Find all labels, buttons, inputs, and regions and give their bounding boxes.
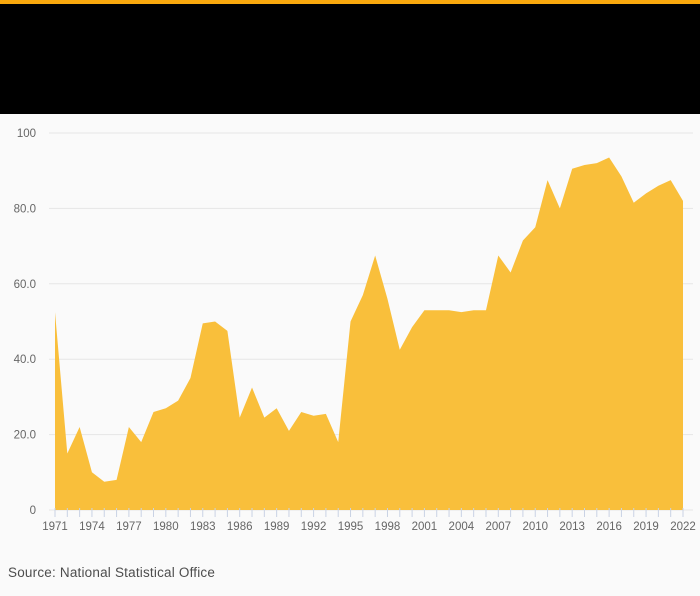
x-axis-tick-label: 1989 (264, 521, 290, 533)
x-axis-tick-label: 2007 (485, 521, 511, 533)
x-axis-tick-label: 1998 (375, 521, 401, 533)
area-chart: 0 20.0 40.0 60.0 80.0 100 1971 1974 1977 1980 1983… (14, 128, 696, 533)
x-axis-tick-label: 2016 (596, 521, 622, 533)
y-axis-tick-label: 20.0 (14, 430, 36, 442)
chart-area: 0 20.0 40.0 60.0 80.0 100 1971 1974 1977 1980 1983… (0, 114, 700, 544)
x-axis-tick-label: 1986 (227, 521, 253, 533)
x-axis-tick-label: 2013 (559, 521, 585, 533)
header-banner (0, 0, 700, 114)
y-axis-tick-label: 40.0 (14, 354, 36, 366)
area-series (55, 157, 683, 510)
y-axis-tick-label: 0 (30, 505, 36, 517)
x-axis-tick-label: 2004 (449, 521, 475, 533)
x-axis-tick-label: 2010 (522, 521, 548, 533)
chart-footer: Source: National Statistical Office (0, 544, 700, 582)
x-axis-tick-label: 1977 (116, 521, 142, 533)
x-axis-tick-label: 1995 (338, 521, 364, 533)
x-axis-tick-label: 1980 (153, 521, 179, 533)
x-axis-tick-label: 1983 (190, 521, 216, 533)
y-axis-tick-label: 60.0 (14, 279, 36, 291)
x-axis-tick-label: 2019 (633, 521, 659, 533)
y-axis-tick-label: 100 (17, 128, 36, 140)
source-text: Source: National Statistical Office (8, 565, 216, 580)
x-axis-tick-label: 1971 (42, 521, 68, 533)
x-axis-tick-label: 1992 (301, 521, 327, 533)
x-axis-tick-label: 2022 (670, 521, 696, 533)
x-axis-tick-label: 1974 (79, 521, 105, 533)
y-axis-tick-label: 80.0 (14, 203, 36, 215)
x-axis-tick-label: 2001 (412, 521, 438, 533)
